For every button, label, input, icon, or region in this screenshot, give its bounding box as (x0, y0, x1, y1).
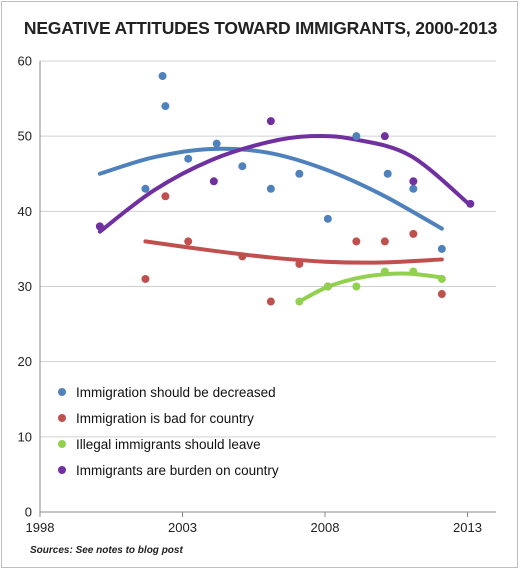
gridlines (40, 60, 496, 438)
data-point-series-1 (437, 244, 446, 253)
data-point-series-4 (95, 222, 104, 231)
data-point-series-4 (266, 117, 275, 126)
trendline-series-3 (297, 271, 444, 304)
data-point-series-4 (209, 177, 218, 186)
data-point-series-4 (380, 132, 389, 141)
data-point-series-1 (184, 154, 193, 163)
data-point-series-1 (141, 184, 150, 193)
data-point-series-2 (238, 252, 247, 261)
legend-marker-series-2 (58, 414, 66, 422)
y-tick-label: 0 (25, 505, 32, 520)
legend: Immigration should be decreased Immigrati… (58, 385, 279, 478)
data-point-series-2 (141, 274, 150, 283)
data-point-series-2 (295, 259, 304, 268)
data-point-series-3 (437, 274, 446, 283)
legend-marker-series-1 (58, 388, 66, 396)
tick-labels: 0 10 20 30 40 50 60 1998 2003 2008 2013 (18, 54, 482, 536)
data-point-series-3 (323, 282, 332, 291)
data-point-series-1 (352, 132, 361, 141)
y-tick-label: 30 (18, 279, 32, 294)
x-tick-label: 2003 (168, 520, 197, 535)
data-point-series-4 (466, 199, 475, 208)
data-point-series-3 (352, 282, 361, 291)
data-point-series-1 (409, 184, 418, 193)
data-point-series-2 (409, 229, 418, 238)
legend-label-series-4: Immigrants are burden on country (76, 463, 279, 478)
y-tick-label: 40 (18, 204, 32, 219)
y-tick-label: 10 (18, 429, 32, 444)
data-point-series-2 (184, 237, 193, 246)
data-point-series-2 (352, 237, 361, 246)
y-tick-label: 20 (18, 354, 32, 369)
data-point-series-1 (238, 162, 247, 171)
legend-label-series-1: Immigration should be decreased (76, 385, 276, 400)
data-point-series-3 (409, 267, 418, 276)
x-tick-label: 2013 (453, 520, 482, 535)
data-point-series-3 (380, 267, 389, 276)
data-points (95, 72, 475, 306)
legend-marker-series-3 (58, 440, 66, 448)
axes (39, 61, 496, 517)
legend-marker-series-4 (58, 466, 66, 474)
data-point-series-1 (266, 184, 275, 193)
x-tick-label: 1998 (26, 520, 55, 535)
y-tick-label: 50 (18, 129, 32, 144)
data-point-series-2 (266, 297, 275, 306)
source-note: Sources: See notes to blog post (30, 545, 183, 556)
legend-label-series-3: Illegal immigrants should leave (76, 437, 261, 452)
data-point-series-2 (437, 290, 446, 299)
y-tick-label: 60 (18, 54, 32, 69)
trendlines (97, 133, 473, 304)
data-point-series-2 (380, 237, 389, 246)
data-point-series-1 (295, 169, 304, 178)
data-point-series-4 (409, 177, 418, 186)
data-point-series-1 (212, 139, 221, 148)
data-point-series-1 (383, 169, 392, 178)
x-tick-label: 2008 (311, 520, 340, 535)
data-point-series-1 (161, 102, 170, 111)
trendline-series-1 (97, 146, 444, 231)
trendline-series-2 (143, 239, 444, 265)
data-point-series-1 (158, 72, 167, 81)
trendline-series-4 (97, 133, 473, 234)
legend-label-series-2: Immigration is bad for country (76, 411, 254, 426)
data-point-series-1 (323, 214, 332, 223)
chart-title: NEGATIVE ATTITUDES TOWARD IMMIGRANTS, 20… (23, 18, 498, 38)
data-point-series-3 (295, 297, 304, 306)
data-point-series-2 (161, 192, 170, 201)
